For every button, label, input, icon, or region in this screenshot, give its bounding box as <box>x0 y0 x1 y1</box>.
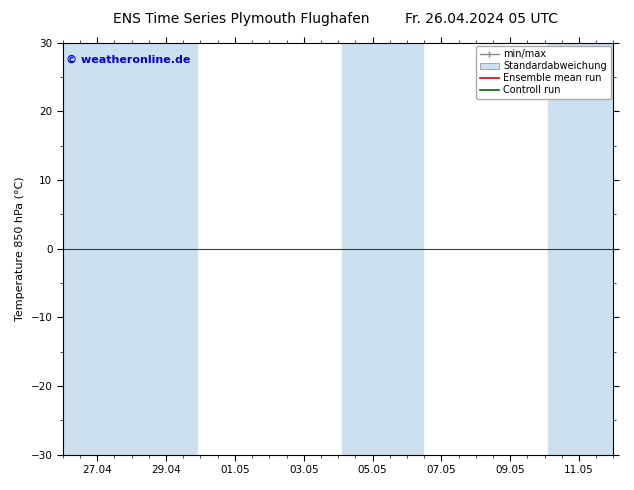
Y-axis label: Temperature 850 hPa (°C): Temperature 850 hPa (°C) <box>15 176 25 321</box>
Text: © weatheronline.de: © weatheronline.de <box>65 55 190 65</box>
Bar <box>342 43 423 455</box>
Text: Fr. 26.04.2024 05 UTC: Fr. 26.04.2024 05 UTC <box>405 12 559 26</box>
Legend: min/max, Standardabweichung, Ensemble mean run, Controll run: min/max, Standardabweichung, Ensemble me… <box>476 46 611 99</box>
Text: ENS Time Series Plymouth Flughafen: ENS Time Series Plymouth Flughafen <box>113 12 369 26</box>
Bar <box>148 43 197 455</box>
Bar <box>548 43 614 455</box>
Bar <box>63 43 148 455</box>
